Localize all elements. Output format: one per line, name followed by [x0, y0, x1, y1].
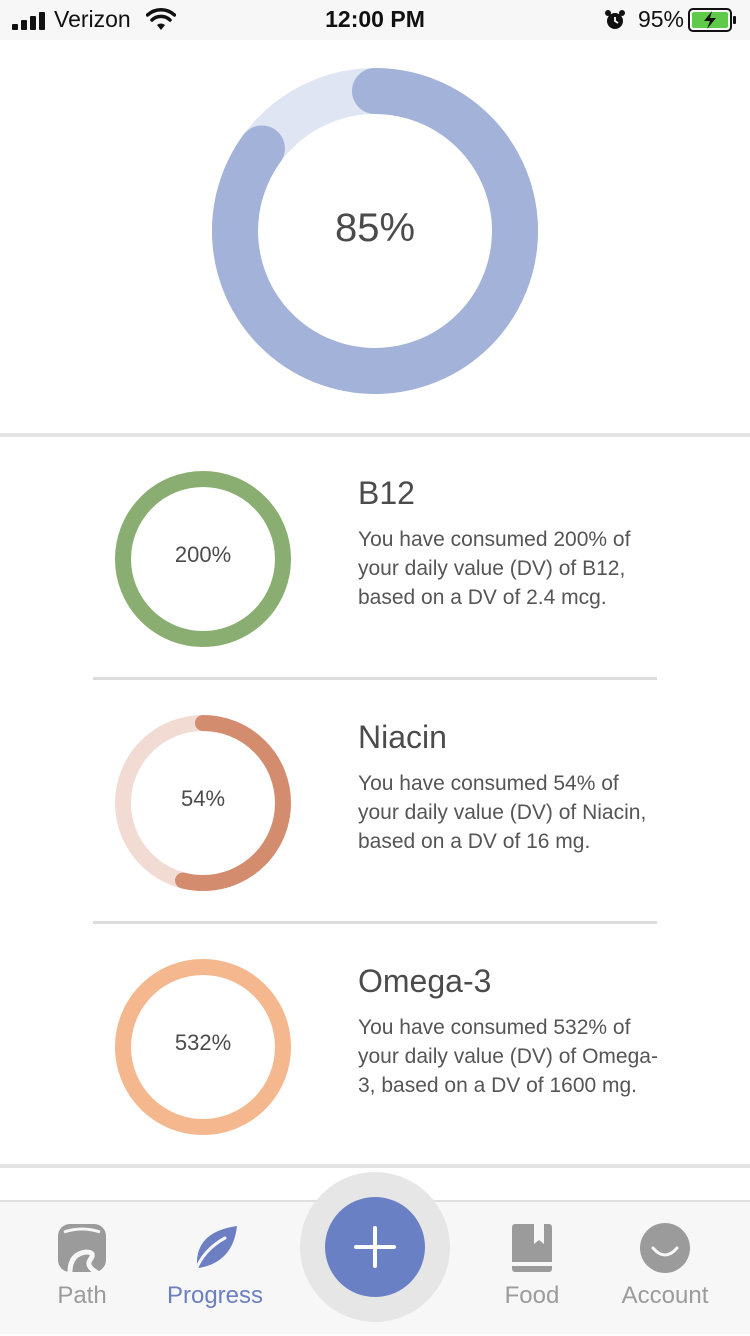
tab-label: Path: [57, 1282, 107, 1309]
row-divider: [93, 677, 657, 680]
ring-arc: [115, 715, 291, 891]
nutrient-row: 54% Niacin You have consumed 54% of your d…: [0, 681, 750, 921]
nutrient-description: You have consumed 532% of your daily val…: [358, 1016, 658, 1097]
overall-progress: 85%: [0, 40, 750, 435]
tab-label: Food: [504, 1282, 560, 1309]
path-icon: [58, 1224, 106, 1274]
plus-icon: [354, 1226, 396, 1268]
signal-icon: [12, 12, 48, 30]
tab-progress[interactable]: Progress: [155, 1202, 275, 1336]
nutrient-name: Niacin: [358, 719, 447, 755]
battery-percent: 95%: [637, 6, 684, 32]
nutrient-percent: 54%: [180, 786, 226, 811]
tab-account[interactable]: Account: [605, 1202, 725, 1336]
overall-ring-arc: [212, 68, 538, 394]
divider: [0, 1164, 750, 1168]
tab-label: Account: [621, 1282, 709, 1309]
niacin-progress-ring: [115, 715, 291, 891]
wifi-icon: [146, 8, 176, 30]
tab-food[interactable]: Food: [472, 1202, 592, 1336]
b12-progress-ring: [115, 471, 291, 647]
account-icon: [640, 1223, 690, 1273]
carrier-name: Verizon: [54, 6, 131, 32]
tab-label: Progress: [166, 1282, 264, 1309]
nutrient-row: 200% B12 You have consumed 200% of your da…: [0, 437, 750, 677]
alarm-icon: [605, 10, 625, 29]
nutrient-percent: 200%: [174, 542, 232, 567]
nutrient-name: Omega-3: [358, 963, 492, 999]
overall-percent: 85%: [334, 206, 416, 250]
nutrient-description: You have consumed 54% of your daily valu…: [358, 772, 647, 853]
add-button[interactable]: [325, 1197, 425, 1297]
nutrient-percent: 532%: [174, 1030, 232, 1055]
book-icon: [512, 1224, 552, 1272]
ring-arc: [115, 471, 291, 647]
leaf-icon: [193, 1226, 237, 1274]
nutrient-row: 532% Omega-3 You have consumed 532% of you…: [0, 925, 750, 1165]
divider: [0, 433, 750, 437]
omega-3-progress-ring: [115, 959, 291, 1135]
status-bar: Verizon 12:00 PM 95%: [0, 0, 750, 40]
nutrient-description: You have consumed 200% of your daily val…: [358, 528, 631, 609]
ring-arc: [115, 959, 291, 1135]
row-divider: [93, 921, 657, 924]
tab-path[interactable]: Path: [22, 1202, 142, 1336]
overall-progress-ring: [212, 68, 538, 394]
nutrient-name: B12: [358, 475, 415, 511]
battery-charging-icon: [688, 8, 736, 32]
